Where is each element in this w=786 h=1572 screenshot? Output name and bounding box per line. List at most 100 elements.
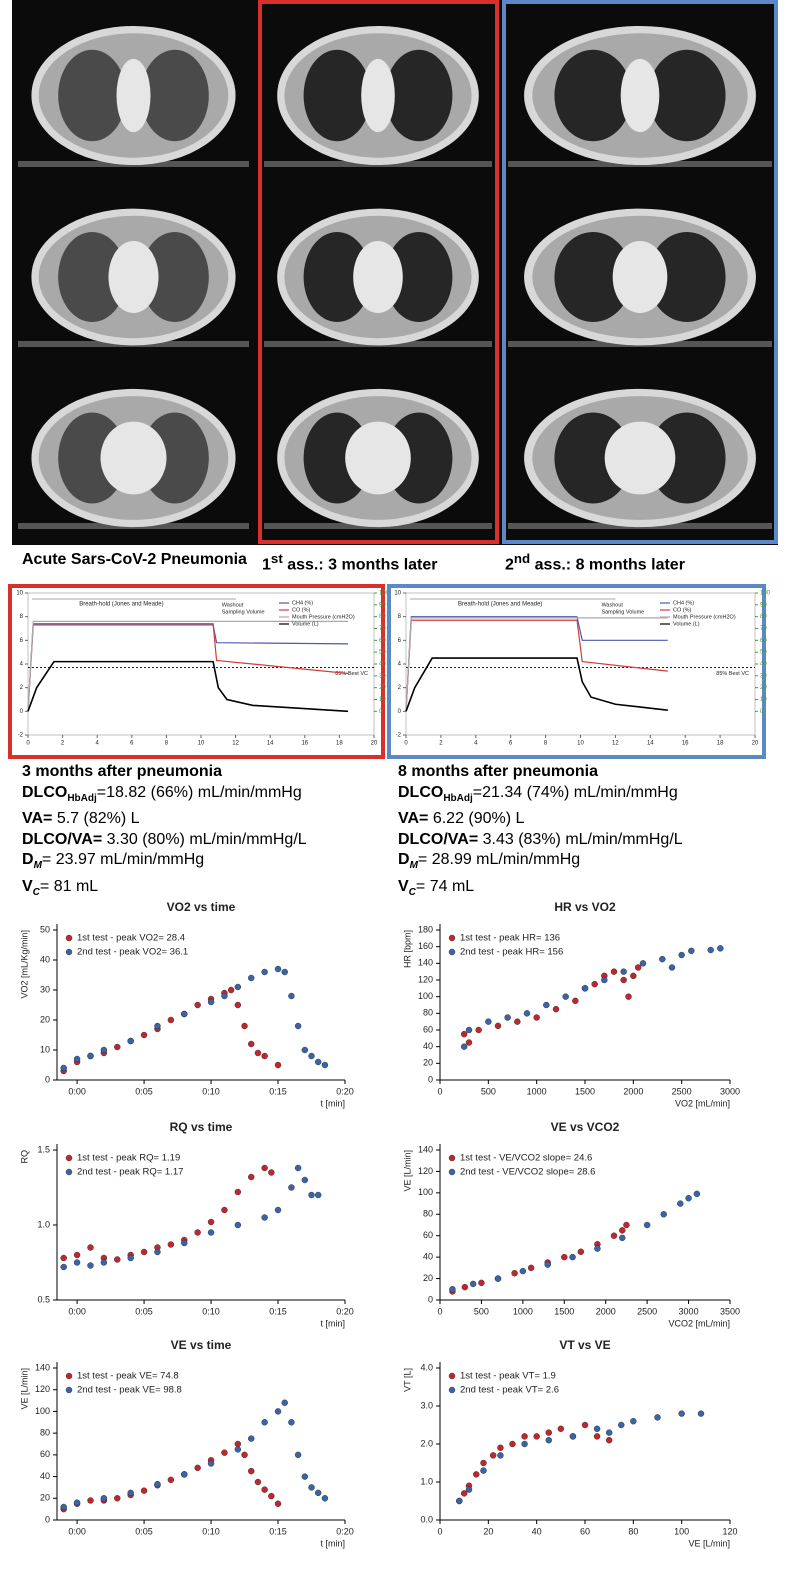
y-tick-label: 40 (423, 1041, 433, 1051)
ct-lung (303, 232, 371, 322)
legend-label: Volume (L) (673, 621, 700, 627)
x-tick-label: 16 (301, 741, 308, 747)
caption-text: 2 (505, 556, 514, 574)
y-tick-label: 20 (40, 1014, 50, 1024)
data-point (274, 965, 282, 973)
y2-tick-label: 0 (760, 709, 764, 715)
data-point (315, 1058, 322, 1066)
ct-border (502, 0, 778, 544)
x-tick-label: 3500 (720, 1306, 740, 1316)
data-point (562, 993, 569, 1000)
data-point (494, 1275, 502, 1282)
x-tick-label: 20 (752, 741, 759, 747)
data-point (465, 1486, 473, 1493)
x-tick-label: 500 (474, 1306, 489, 1316)
data-point (315, 1489, 322, 1497)
chart-title: VT vs VE (559, 1338, 610, 1352)
legend-label: 1st test - peak VT= 1.9 (460, 1371, 556, 1382)
data-point (630, 1417, 637, 1425)
y-axis-label: RQ (19, 1150, 29, 1164)
chart-title: VE vs VCO2 (551, 1120, 620, 1134)
data-point (274, 1500, 282, 1507)
data-point (543, 1001, 550, 1009)
x-tick-label: 20 (483, 1526, 493, 1536)
summary-term: V (398, 877, 409, 895)
x-tick-label: 0:10 (202, 1306, 220, 1316)
data-point (288, 992, 295, 1000)
data-point (227, 986, 235, 994)
y-tick-label: 6 (398, 638, 402, 644)
y-tick-label: 10 (40, 1044, 50, 1054)
summary-line: VA= 5.7 (82%) L (22, 809, 307, 830)
y-tick-label: 0 (398, 709, 402, 715)
x-tick-label: 0:15 (269, 1306, 287, 1316)
x-tick-label: 0:00 (68, 1086, 86, 1096)
x-axis-label: t [min] (320, 1318, 345, 1328)
summary-line: VA= 6.22 (90%) L (398, 809, 683, 830)
legend-label: CO (%) (673, 607, 692, 613)
data-point (140, 1248, 148, 1256)
legend-label: 2nd test - peak VE= 98.8 (77, 1385, 182, 1396)
legend-marker (65, 1168, 73, 1176)
data-point (623, 1221, 630, 1229)
data-point (60, 1503, 67, 1511)
data-point (60, 1254, 67, 1262)
summary-line: DM= 28.99 mL/min/mmHg (398, 850, 683, 877)
y-tick-label: 2 (398, 685, 402, 691)
y-tick-label: 0 (428, 1074, 433, 1084)
data-point (545, 1436, 552, 1444)
legend-marker (448, 1372, 456, 1380)
data-point (469, 1280, 477, 1288)
x-tick-label: 0:15 (269, 1526, 287, 1536)
x-tick-label: 8 (165, 741, 169, 747)
data-point (707, 946, 714, 954)
y-tick-label: 40 (423, 1252, 433, 1262)
y-tick-label: -2 (18, 733, 24, 739)
data-point (114, 1495, 121, 1502)
summary-heading: 8 months after pneumonia (398, 763, 599, 780)
data-point (248, 1467, 255, 1475)
y-tick-label: 20 (423, 1058, 433, 1068)
summary-value: = 74 mL (415, 877, 475, 895)
y-tick-label: 0 (45, 1514, 50, 1524)
summary-sub: M (33, 860, 42, 872)
x-tick-label: 0 (404, 741, 408, 747)
y-tick-label: 10 (394, 591, 401, 597)
x-tick-label: 60 (580, 1526, 590, 1536)
summary-line: DM= 23.97 mL/min/mmHg (22, 850, 307, 877)
x-axis-label: t [min] (320, 1098, 345, 1108)
y-axis-label: HR [bpm] (402, 930, 412, 968)
x-tick-label: 12 (232, 741, 239, 747)
x-tick-label: 0 (437, 1526, 442, 1536)
y2-tick-label: 80 (760, 614, 767, 620)
data-point (207, 1218, 215, 1226)
x-tick-label: 0:05 (135, 1526, 153, 1536)
data-point (497, 1444, 504, 1452)
ct-mediastinum (604, 421, 676, 495)
x-tick-label: 0 (437, 1086, 442, 1096)
x-tick-label: 2000 (596, 1306, 616, 1316)
data-point (261, 1052, 268, 1060)
data-point (509, 1440, 516, 1448)
summary-term: DLCO/VA= (22, 830, 103, 848)
y-tick-label: 120 (418, 974, 433, 984)
data-point (100, 1046, 108, 1054)
x-tick-label: 0:10 (202, 1526, 220, 1536)
y-tick-label: 20 (423, 1273, 433, 1283)
annotation: Breath-hold (Jones and Meade) (458, 602, 542, 608)
data-point (274, 1408, 282, 1415)
y-tick-label: 100 (35, 1406, 50, 1416)
data-point (634, 964, 642, 971)
summary-term: V (22, 877, 33, 895)
summary-sub: HbAdj (67, 792, 97, 804)
data-point (523, 1010, 531, 1017)
x-tick-label: 0:05 (135, 1086, 153, 1096)
data-point (527, 1264, 535, 1272)
y2-tick-label: 100 (760, 591, 771, 597)
data-point (639, 960, 647, 967)
data-point (321, 1495, 329, 1502)
data-point (643, 1221, 651, 1229)
legend-marker (65, 948, 73, 956)
data-point (87, 1244, 94, 1251)
